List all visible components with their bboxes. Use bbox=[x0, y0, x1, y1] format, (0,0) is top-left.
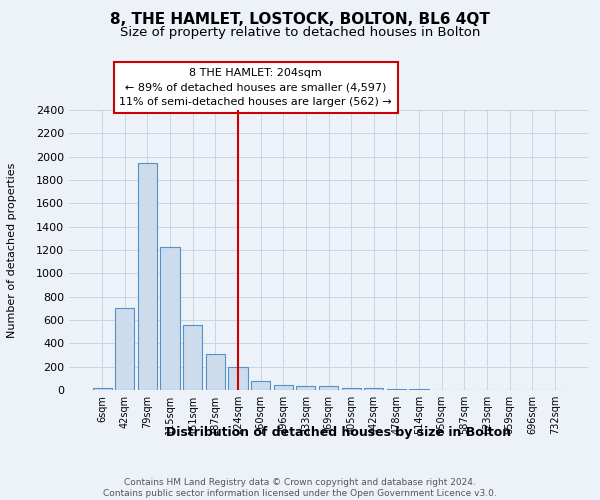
Bar bbox=[409, 389, 428, 390]
Bar bbox=[387, 389, 406, 390]
Bar bbox=[92, 388, 112, 390]
Bar bbox=[138, 162, 157, 390]
Bar bbox=[341, 388, 361, 390]
Bar bbox=[296, 386, 316, 390]
Text: Size of property relative to detached houses in Bolton: Size of property relative to detached ho… bbox=[120, 26, 480, 39]
Bar bbox=[160, 246, 180, 390]
Bar bbox=[251, 380, 270, 390]
Text: Contains HM Land Registry data © Crown copyright and database right 2024.
Contai: Contains HM Land Registry data © Crown c… bbox=[103, 478, 497, 498]
Bar bbox=[206, 354, 225, 390]
Bar bbox=[115, 308, 134, 390]
Text: Number of detached properties: Number of detached properties bbox=[7, 162, 17, 338]
Bar bbox=[229, 366, 248, 390]
Bar bbox=[319, 386, 338, 390]
Bar bbox=[364, 388, 383, 390]
Bar bbox=[274, 385, 293, 390]
Text: 8 THE HAMLET: 204sqm
← 89% of detached houses are smaller (4,597)
11% of semi-de: 8 THE HAMLET: 204sqm ← 89% of detached h… bbox=[119, 68, 392, 107]
Text: 8, THE HAMLET, LOSTOCK, BOLTON, BL6 4QT: 8, THE HAMLET, LOSTOCK, BOLTON, BL6 4QT bbox=[110, 12, 490, 28]
Bar bbox=[183, 324, 202, 390]
Text: Distribution of detached houses by size in Bolton: Distribution of detached houses by size … bbox=[166, 426, 512, 439]
